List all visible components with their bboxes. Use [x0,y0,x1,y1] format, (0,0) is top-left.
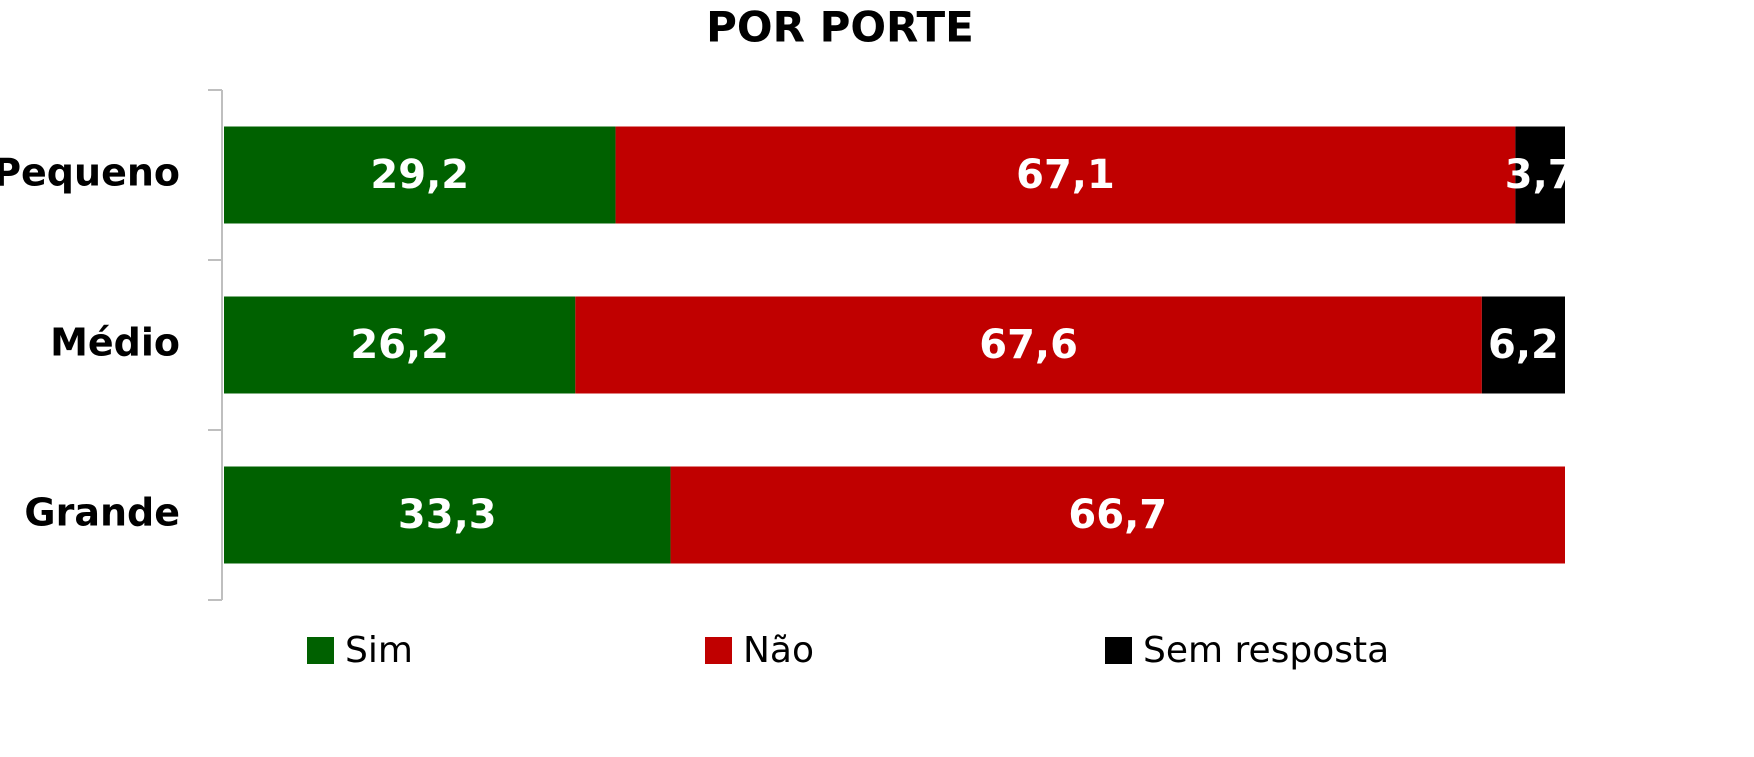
category-axis [208,89,223,601]
data-label: 67,1 [1016,152,1115,198]
legend-label: Sim [345,630,413,671]
legend-swatch [705,637,732,664]
data-label: 26,2 [350,322,449,368]
legend-label: Sem resposta [1143,630,1389,671]
bar-segment [224,126,616,224]
bar-segment [1515,126,1565,224]
legend-label: Não [743,630,814,671]
bar-segment [575,296,1482,394]
bar-segment [615,126,1516,224]
bar-segment [1481,296,1565,394]
data-label: 6,2 [1488,322,1559,368]
data-label: 67,6 [979,322,1078,368]
bar-segment [670,466,1565,564]
bar-segment [224,296,576,394]
category-label: Médio [50,321,180,365]
category-label: Pequeno [0,151,180,195]
legend-swatch [1105,637,1132,664]
legend-swatch [307,637,334,664]
data-label: 3,7 [1505,152,1576,198]
data-label: 29,2 [370,152,469,198]
bar-segment [224,466,671,564]
data-label: 33,3 [398,492,497,538]
data-label: 66,7 [1068,492,1167,538]
chart-title: POR PORTE [706,3,974,52]
category-label: Grande [24,491,180,535]
